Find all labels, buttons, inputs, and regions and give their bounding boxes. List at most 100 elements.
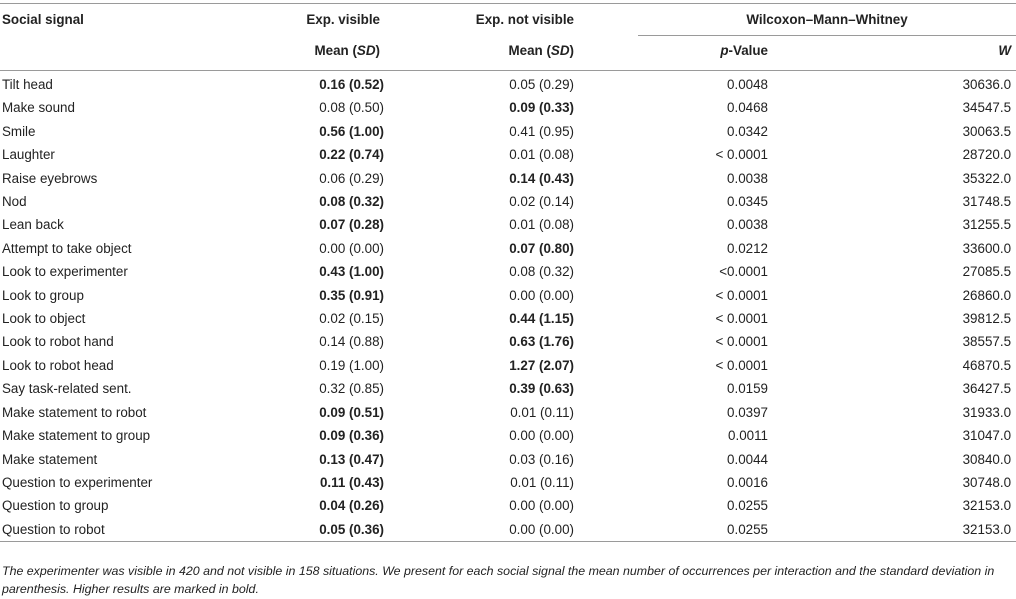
- cell-exp-not-visible: 0.00 (0.00): [428, 424, 638, 447]
- cell-w-text: 46870.5: [962, 357, 1012, 373]
- cell-signal-text: Look to experimenter: [2, 264, 128, 280]
- cell-p-value: 0.0016: [638, 471, 784, 494]
- header-empty: [0, 36, 228, 71]
- cell-exp-visible-text: 0.19 (1.00): [319, 357, 384, 373]
- cell-exp-visible: 0.56 (1.00): [228, 120, 428, 143]
- cell-exp-not-visible: 0.07 (0.80): [428, 237, 638, 260]
- cell-exp-visible: 0.08 (0.50): [228, 96, 428, 119]
- cell-signal: Say task-related sent.: [0, 377, 228, 400]
- cell-exp-visible: 0.16 (0.52): [228, 70, 428, 97]
- table-row: Make statement to robot 0.09 (0.51) 0.01 (…: [0, 401, 1016, 424]
- cell-signal: Tilt head: [0, 70, 228, 97]
- cell-signal-text: Tilt head: [2, 77, 53, 92]
- cell-w-text: 30748.0: [962, 474, 1012, 490]
- cell-exp-not-visible: 0.05 (0.29): [428, 70, 638, 97]
- sd-label: SD: [356, 43, 376, 58]
- cell-exp-not-visible-text: 0.01 (0.11): [510, 474, 574, 490]
- cell-exp-not-visible: 0.08 (0.32): [428, 260, 638, 283]
- cell-p-value-text: 0.0342: [727, 123, 768, 139]
- cell-exp-visible: 0.11 (0.43): [228, 471, 428, 494]
- table-row: Look to object 0.02 (0.15) 0.44 (1.15) < 0.…: [0, 307, 1016, 330]
- cell-w: 30840.0: [784, 448, 1016, 471]
- cell-p-value-text: 0.0011: [728, 428, 768, 444]
- cell-w: 35322.0: [784, 167, 1016, 190]
- cell-w: 38557.5: [784, 330, 1016, 353]
- cell-exp-not-visible: 0.09 (0.33): [428, 96, 638, 119]
- cell-p-value: 0.0345: [638, 190, 784, 213]
- cell-w: 26860.0: [784, 284, 1016, 307]
- cell-exp-visible-text: 0.05 (0.36): [319, 521, 384, 537]
- w-label: W: [998, 43, 1012, 58]
- cell-exp-not-visible-text: 0.05 (0.29): [509, 77, 574, 92]
- cell-exp-visible: 0.32 (0.85): [228, 377, 428, 400]
- cell-signal: Make sound: [0, 96, 228, 119]
- header-row-1: Social signal Exp. visible Exp. not visi…: [0, 3, 1016, 36]
- cell-exp-not-visible-text: 0.39 (0.63): [509, 381, 574, 397]
- cell-signal-text: Look to robot head: [2, 357, 114, 373]
- cell-w: 34547.5: [784, 96, 1016, 119]
- cell-w: 39812.5: [784, 307, 1016, 330]
- cell-exp-not-visible: 0.00 (0.00): [428, 517, 638, 543]
- cell-exp-visible-text: 0.13 (0.47): [319, 451, 384, 467]
- table-row: Nod 0.08 (0.32) 0.02 (0.14) 0.0345 31748.5: [0, 190, 1016, 213]
- cell-p-value: 0.0044: [638, 448, 784, 471]
- header-exp-visible: Exp. visible: [228, 3, 428, 36]
- cell-w-text: 33600.0: [962, 240, 1012, 256]
- header-wilcoxon: Wilcoxon–Mann–Whitney: [638, 3, 1016, 36]
- mean-suffix: ): [569, 43, 574, 58]
- cell-w: 30636.0: [784, 70, 1016, 97]
- cell-exp-visible-text: 0.43 (1.00): [319, 264, 384, 280]
- mean-prefix: Mean (: [508, 43, 551, 58]
- cell-signal: Look to object: [0, 307, 228, 330]
- table-row: Question to experimenter 0.11 (0.43) 0.01 …: [0, 471, 1016, 494]
- cell-exp-visible: 0.05 (0.36): [228, 517, 428, 543]
- table-row: Look to group 0.35 (0.91) 0.00 (0.00) < 0.0…: [0, 284, 1016, 307]
- header-p-value: p-Value: [638, 36, 784, 71]
- cell-w-text: 36427.5: [962, 381, 1012, 397]
- cell-exp-visible-text: 0.09 (0.51): [319, 404, 384, 420]
- table-row: Raise eyebrows 0.06 (0.29) 0.14 (0.43) 0.00…: [0, 167, 1016, 190]
- cell-p-value-text: 0.0345: [727, 194, 768, 210]
- cell-w-text: 31047.0: [962, 428, 1012, 444]
- cell-signal-text: Look to object: [2, 311, 86, 327]
- cell-exp-not-visible-text: 0.07 (0.80): [509, 240, 574, 256]
- table-row: Question to robot 0.05 (0.36) 0.00 (0.00) 0…: [0, 517, 1016, 543]
- cell-signal-text: Make sound: [2, 100, 75, 116]
- cell-w: 31047.0: [784, 424, 1016, 447]
- cell-signal-text: Lean back: [2, 217, 64, 233]
- cell-signal: Laughter: [0, 143, 228, 166]
- cell-p-value: < 0.0001: [638, 330, 784, 353]
- cell-p-value: 0.0011: [638, 424, 784, 447]
- cell-exp-visible-text: 0.32 (0.85): [319, 381, 384, 397]
- cell-exp-not-visible: 0.41 (0.95): [428, 120, 638, 143]
- cell-signal-text: Question to experimenter: [2, 474, 153, 490]
- cell-exp-not-visible-text: 0.00 (0.00): [509, 521, 574, 537]
- cell-signal: Make statement to robot: [0, 401, 228, 424]
- cell-signal-text: Raise eyebrows: [2, 170, 98, 186]
- cell-p-value: 0.0038: [638, 167, 784, 190]
- cell-w: 31933.0: [784, 401, 1016, 424]
- cell-exp-not-visible-text: 0.09 (0.33): [509, 100, 574, 116]
- cell-w-text: 30840.0: [962, 451, 1012, 467]
- cell-exp-visible: 0.19 (1.00): [228, 354, 428, 377]
- cell-exp-not-visible: 0.14 (0.43): [428, 167, 638, 190]
- cell-exp-not-visible-text: 0.00 (0.00): [509, 498, 574, 514]
- cell-exp-visible-text: 0.04 (0.26): [319, 498, 384, 514]
- cell-exp-visible: 0.06 (0.29): [228, 167, 428, 190]
- cell-p-value: 0.0255: [638, 494, 784, 517]
- table-footnote: The experimenter was visible in 420 and …: [2, 564, 995, 596]
- table-row: Make statement to group 0.09 (0.36) 0.00 (…: [0, 424, 1016, 447]
- cell-w-text: 26860.0: [962, 287, 1012, 303]
- cell-p-value: 0.0038: [638, 213, 784, 236]
- cell-w-text: 30063.5: [962, 123, 1012, 139]
- cell-p-value-text: 0.0255: [727, 498, 768, 514]
- cell-p-value: 0.0255: [638, 517, 784, 543]
- table-row: Look to robot head 0.19 (1.00) 1.27 (2.07)…: [0, 354, 1016, 377]
- cell-signal: Look to robot hand: [0, 330, 228, 353]
- cell-w: 31748.5: [784, 190, 1016, 213]
- cell-signal: Question to experimenter: [0, 471, 228, 494]
- cell-signal: Attempt to take object: [0, 237, 228, 260]
- cell-exp-not-visible: 1.27 (2.07): [428, 354, 638, 377]
- table-row: Tilt head 0.16 (0.52) 0.05 (0.29) 0.0048 306…: [0, 70, 1016, 97]
- cell-exp-not-visible-text: 0.01 (0.08): [509, 217, 574, 233]
